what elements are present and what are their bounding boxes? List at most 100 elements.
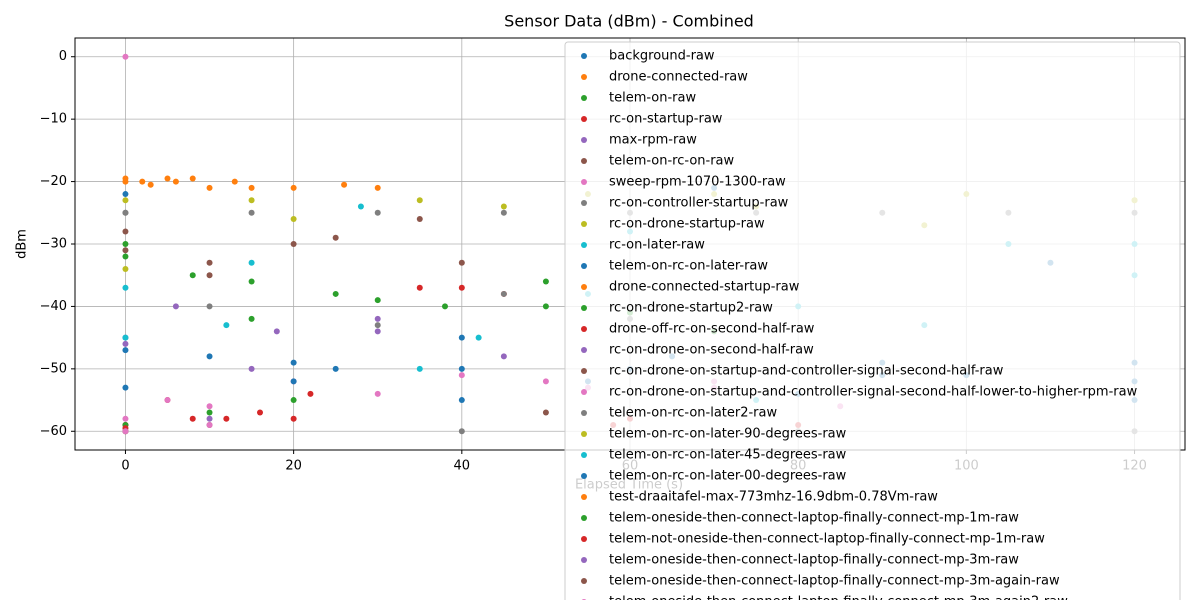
legend-label: telem-not-oneside-then-connect-laptop-fi… (609, 532, 1045, 547)
point (273, 328, 280, 335)
legend-label: telem-oneside-then-connect-laptop-finall… (609, 511, 1019, 526)
point (248, 209, 255, 216)
point (458, 365, 465, 372)
legend-marker (581, 578, 587, 584)
point (248, 184, 255, 191)
legend-label: drone-off-rc-on-second-half-raw (609, 322, 815, 337)
point (122, 284, 129, 291)
point (290, 378, 297, 385)
point (290, 241, 297, 247)
legend-marker (581, 95, 587, 101)
legend-marker (581, 137, 587, 143)
point (231, 178, 238, 185)
point (172, 178, 179, 185)
point (290, 184, 297, 191)
legend-marker (581, 326, 587, 332)
point (206, 415, 213, 422)
point (458, 334, 465, 341)
point (374, 209, 381, 216)
point (290, 359, 297, 366)
legend-label: telem-oneside-then-connect-laptop-finall… (609, 574, 1060, 589)
legend-marker (581, 179, 587, 185)
legend-marker (581, 410, 587, 416)
legend-label: drone-connected-startup-raw (609, 280, 800, 295)
point (206, 303, 213, 310)
point (290, 216, 297, 223)
point (290, 415, 297, 422)
point (122, 340, 129, 347)
point (164, 175, 171, 182)
point (122, 241, 129, 247)
point (500, 209, 507, 216)
point (374, 184, 381, 191)
legend-label: rc-on-startup-raw (609, 112, 723, 127)
point (374, 297, 381, 304)
legend-label: background-raw (609, 49, 715, 64)
legend-label: telem-on-rc-on-later2-raw (609, 406, 777, 421)
legend-label: telem-on-rc-on-later-00-degrees-raw (609, 469, 847, 484)
legend-label: telem-on-rc-on-raw (609, 154, 735, 169)
point (206, 259, 213, 266)
legend-label: rc-on-drone-startup2-raw (609, 301, 773, 316)
point (500, 290, 507, 297)
point (223, 415, 230, 422)
legend-label: telem-oneside-then-connect-laptop-finall… (609, 595, 1068, 600)
legend-marker (581, 74, 587, 80)
point (122, 178, 129, 185)
point (122, 197, 129, 204)
point (189, 272, 196, 279)
legend-label: telem-on-rc-on-later-45-degrees-raw (609, 448, 847, 463)
legend-marker (581, 536, 587, 542)
point (332, 290, 339, 297)
point (122, 247, 129, 254)
point (332, 234, 339, 241)
legend-label: test-draaitafel-max-773mhz-16.9dbm-0.78V… (609, 490, 938, 505)
point (416, 216, 423, 223)
point (341, 181, 348, 188)
legend-label: drone-connected-raw (609, 70, 748, 85)
point (332, 365, 339, 372)
legend-marker (581, 242, 587, 248)
legend-marker (581, 263, 587, 269)
y-tick-label: −40 (40, 299, 67, 314)
point (357, 203, 364, 210)
point (374, 328, 381, 335)
y-tick-label: −20 (40, 174, 67, 189)
point (172, 303, 179, 310)
legend-label: sweep-rpm-1070-1300-raw (609, 175, 786, 190)
point (416, 365, 423, 372)
legend-label: rc-on-drone-on-startup-and-controller-si… (609, 364, 1004, 379)
legend-label: rc-on-drone-startup-raw (609, 217, 765, 232)
point (374, 390, 381, 397)
point (248, 315, 255, 322)
point (122, 334, 129, 341)
point (458, 259, 465, 266)
point (542, 278, 549, 285)
legend-marker (581, 389, 587, 395)
legend-label: telem-on-raw (609, 91, 696, 106)
point (475, 334, 482, 341)
legend-marker (581, 200, 587, 206)
legend-marker (581, 221, 587, 227)
point (458, 397, 465, 404)
x-tick-label: 0 (121, 459, 129, 474)
y-tick-label: 0 (59, 49, 67, 64)
point (122, 428, 129, 435)
point (542, 378, 549, 385)
point (206, 184, 213, 191)
legend-marker (581, 452, 587, 458)
point (374, 315, 381, 322)
point (248, 259, 255, 266)
point (416, 284, 423, 291)
legend-marker (581, 347, 587, 353)
point (458, 284, 465, 291)
point (122, 191, 129, 198)
point (248, 278, 255, 285)
y-axis-label: dBm (15, 229, 30, 259)
legend-label: max-rpm-raw (609, 133, 697, 148)
point (442, 303, 448, 310)
point (139, 178, 146, 185)
point (189, 175, 196, 182)
legend-marker (581, 158, 587, 164)
